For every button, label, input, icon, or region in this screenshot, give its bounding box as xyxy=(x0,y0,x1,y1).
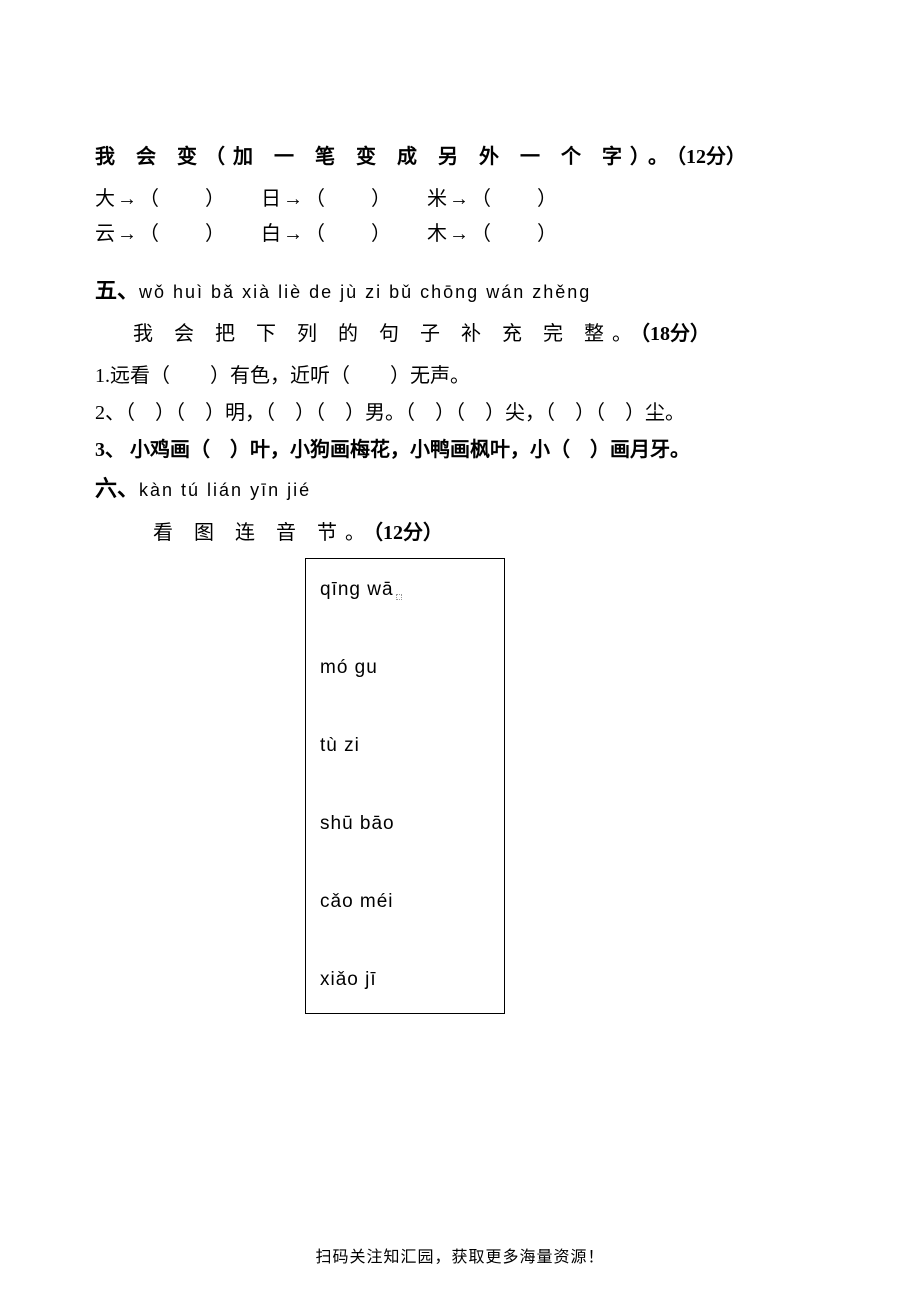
section-5-q1: 1.远看（ ）有色，近听（ ）无声。 xyxy=(95,359,825,388)
s4-r1c: 米→（ ） xyxy=(427,188,559,210)
section-5-title: 我 会 把 下 列 的 句 子 补 充 完 整。 xyxy=(133,323,640,345)
section-4-title-text: 我 会 变（加 一 笔 变 成 另 外 一 个 字）。 xyxy=(95,146,676,168)
s4-r2c: 木→（ ） xyxy=(427,223,559,245)
pinyin-match-box: qīng wā mó ɡu tù zi shū bāo cǎo méi xiǎo… xyxy=(305,558,505,1014)
section-6-points: （12分） xyxy=(373,522,443,544)
section-5-num: 五、 xyxy=(95,278,139,303)
section-5-q2: 2、（ ）（ ）明，（ ）（ ）男。（ ）（ ）尖，（ ）（ ）尘。 xyxy=(95,396,825,425)
pinyin-item-1: mó ɡu xyxy=(320,657,490,679)
pinyin-item-3: shū bāo xyxy=(320,813,490,835)
pinyin-item-0: qīng wā xyxy=(320,579,490,601)
section-6-title-line: 看 图 连 音 节。（12分） xyxy=(95,516,825,550)
section-5-q3: 3、 小鸡画（ ）叶，小狗画梅花，小鸭画枫叶，小（ ）画月牙。 xyxy=(95,433,825,462)
s4-r2a: 云→（ ） xyxy=(95,223,217,245)
pinyin-item-4: cǎo méi xyxy=(320,891,490,913)
s4-r1b: 日→（ ） xyxy=(261,188,383,210)
section-4-points: （12分） xyxy=(676,146,746,168)
dotted-mark-icon xyxy=(396,594,402,600)
section-4-row-1: 大→（ ） 日→（ ） 米→（ ） xyxy=(95,182,825,211)
pinyin-item-5: xiǎo jī xyxy=(320,969,490,991)
section-5-header: 五、wǒ huì bǎ xià liè de jù zi bǔ chōng wá… xyxy=(95,272,825,309)
section-6-header: 六、kàn tú lián yīn jié xyxy=(95,470,825,507)
s4-r2b: 白→（ ） xyxy=(261,223,383,245)
section-6-title: 看 图 连 音 节。 xyxy=(153,522,373,544)
section-4-row-2: 云→（ ） 白→（ ） 木→（ ） xyxy=(95,217,825,246)
section-5-title-line: 我 会 把 下 列 的 句 子 补 充 完 整。（18分） xyxy=(95,317,825,351)
section-5-pinyin: wǒ huì bǎ xià liè de jù zi bǔ chōng wán … xyxy=(139,282,591,302)
page-footer: 扫码关注知汇园，获取更多海量资源！ xyxy=(0,1243,920,1267)
section-5-points: （18分） xyxy=(640,323,710,345)
s4-r1a: 大→（ ） xyxy=(95,188,217,210)
section-6-num: 六、 xyxy=(95,476,139,501)
section-6-pinyin: kàn tú lián yīn jié xyxy=(139,480,311,500)
pinyin-item-2: tù zi xyxy=(320,735,490,757)
section-4-title: 我 会 变（加 一 笔 变 成 另 外 一 个 字）。（12分） xyxy=(95,140,825,174)
